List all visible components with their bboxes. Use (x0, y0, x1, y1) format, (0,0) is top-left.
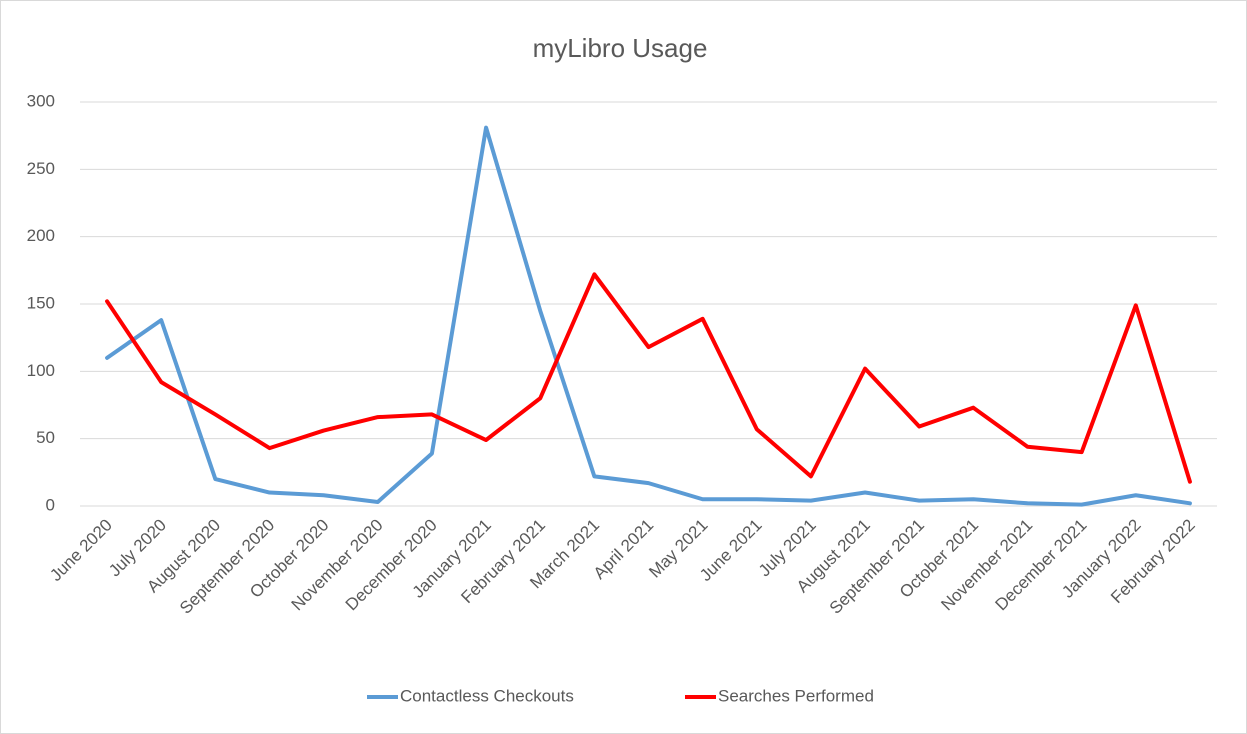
series-line (105, 272, 1192, 484)
legend-label: Searches Performed (718, 686, 874, 705)
y-tick-label: 250 (27, 159, 55, 178)
y-tick-label: 200 (27, 226, 55, 245)
y-tick-label: 0 (46, 495, 55, 514)
y-tick-label: 50 (36, 428, 55, 447)
y-tick-label: 100 (27, 361, 55, 380)
y-tick-label: 150 (27, 293, 55, 312)
chart-title: myLibro Usage (533, 33, 708, 63)
series-line (105, 125, 1192, 507)
y-tick-label: 300 (27, 91, 55, 110)
legend-label: Contactless Checkouts (400, 686, 574, 705)
